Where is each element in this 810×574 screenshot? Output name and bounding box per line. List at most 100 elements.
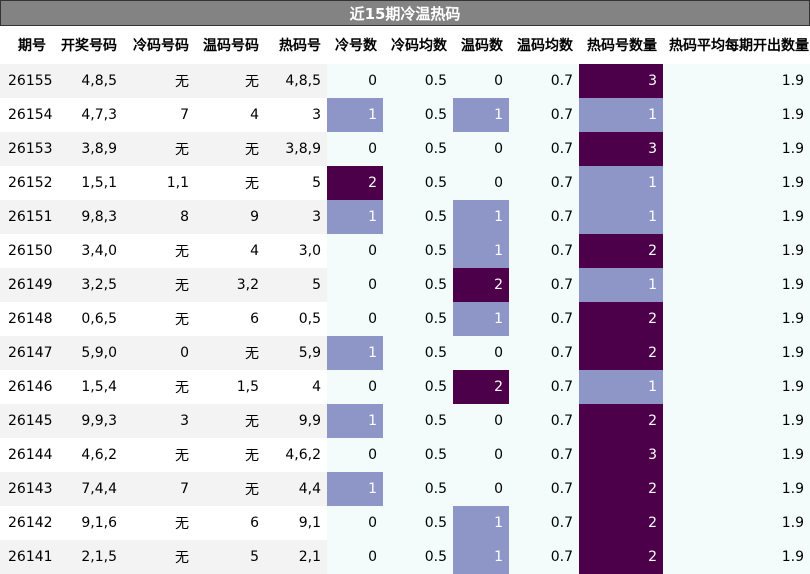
cell-cold-avg: 0.5	[383, 472, 453, 506]
cell-issue: 26155	[0, 64, 55, 98]
cell-cold-avg: 0.5	[383, 506, 453, 540]
cell-warm-count: 1	[453, 200, 509, 234]
cell-draw: 3,4,0	[55, 234, 123, 268]
table-row: 26153 3,8,9 无无 3,8,9 0 0.5 0 0.7 3 1.9	[0, 132, 810, 166]
cell-hot-avg: 1.9	[663, 302, 810, 336]
col-header-hot-avg: 热码平均每期开出数量	[663, 26, 810, 64]
cell-hot-count: 2	[579, 540, 663, 574]
cell-warm-avg: 0.7	[509, 166, 579, 200]
cell-warm-count: 1	[453, 234, 509, 268]
cell-warm: 5	[195, 540, 265, 574]
cell-hot-avg: 1.9	[663, 506, 810, 540]
cell-hot-count: 1	[579, 98, 663, 132]
cell-hot: 2,1	[265, 540, 327, 574]
cell-hot: 0,5	[265, 302, 327, 336]
cell-hot: 3,8,9	[265, 132, 327, 166]
cell-hot-count: 2	[579, 336, 663, 370]
cell-cold-count: 0	[327, 64, 383, 98]
cell-cold-avg: 0.5	[383, 268, 453, 302]
cell-warm: 3,2	[195, 268, 265, 302]
cell-hot: 5	[265, 268, 327, 302]
cell-warm: 无	[195, 64, 265, 98]
table-row: 26155 4,8,5 无无 4,8,5 0 0.5 0 0.7 3 1.9	[0, 64, 810, 98]
cell-warm-count: 0	[453, 336, 509, 370]
cell-warm-count: 1	[453, 506, 509, 540]
col-header-warm-count: 温码数	[453, 26, 509, 64]
cell-warm-count: 0	[453, 472, 509, 506]
cell-issue: 26145	[0, 404, 55, 438]
cell-warm-avg: 0.7	[509, 472, 579, 506]
cell-hot-avg: 1.9	[663, 200, 810, 234]
col-header-warm: 温码号码	[195, 26, 265, 64]
cell-issue: 26144	[0, 438, 55, 472]
cell-cold-avg: 0.5	[383, 302, 453, 336]
table-body: 26155 4,8,5 无无 4,8,5 0 0.5 0 0.7 3 1.9 26154 4,7,3 7…	[0, 64, 810, 574]
table-row: 26144 4,6,2 无无 4,6,2 0 0.5 0 0.7 3 1.9	[0, 438, 810, 472]
cell-cold-count: 2	[327, 166, 383, 200]
cell-cold-avg: 0.5	[383, 336, 453, 370]
cell-draw: 3,8,9	[55, 132, 123, 166]
cell-warm-avg: 0.7	[509, 64, 579, 98]
cell-warm: 无	[195, 132, 265, 166]
cell-hot-count: 2	[579, 302, 663, 336]
col-header-cold-avg: 冷码均数	[383, 26, 453, 64]
table-row: 26149 3,2,5 无 3,2 5 0 0.5 2 0.7 1 1.9	[0, 268, 810, 302]
cell-draw: 1,5,1	[55, 166, 123, 200]
cell-cold-count: 0	[327, 132, 383, 166]
cell-hot: 4,6,2	[265, 438, 327, 472]
cell-cold: 0	[123, 336, 195, 370]
cell-cold: 1,1	[123, 166, 195, 200]
table-row: 26145 9,9,3 3 无 9,9 1 0.5 0 0.7 2 1.9	[0, 404, 810, 438]
cell-cold: 8	[123, 200, 195, 234]
table-row: 26142 9,1,6 无 6 9,1 0 0.5 1 0.7 2 1.9	[0, 506, 810, 540]
cell-warm-avg: 0.7	[509, 98, 579, 132]
cell-warm-count: 0	[453, 166, 509, 200]
col-header-hot-count: 热码号数量	[579, 26, 663, 64]
cell-hot-avg: 1.9	[663, 472, 810, 506]
cell-warm-avg: 0.7	[509, 268, 579, 302]
cold-warm-hot-table: 期号 开奖号码 冷码号码 温码号码 热码号 冷号数 冷码均数 温码数 温码均数 …	[0, 26, 810, 574]
cell-warm: 6	[195, 302, 265, 336]
cell-hot-avg: 1.9	[663, 98, 810, 132]
cell-cold-count: 1	[327, 472, 383, 506]
col-header-hot: 热码号	[265, 26, 327, 64]
cell-cold: 7	[123, 98, 195, 132]
cell-cold: 无	[123, 506, 195, 540]
col-header-issue: 期号	[0, 26, 55, 64]
table-row: 26148 0,6,5 无 6 0,5 0 0.5 1 0.7 2 1.9	[0, 302, 810, 336]
cell-hot-avg: 1.9	[663, 234, 810, 268]
cell-hot-avg: 1.9	[663, 64, 810, 98]
cell-warm: 1,5	[195, 370, 265, 404]
cell-cold-count: 1	[327, 200, 383, 234]
cell-draw: 3,2,5	[55, 268, 123, 302]
cell-warm: 无	[195, 472, 265, 506]
cell-draw: 1,5,4	[55, 370, 123, 404]
cell-issue: 26154	[0, 98, 55, 132]
cell-hot: 4,8,5	[265, 64, 327, 98]
cell-cold-avg: 0.5	[383, 98, 453, 132]
cell-warm: 4	[195, 98, 265, 132]
cell-warm-count: 1	[453, 540, 509, 574]
cell-draw: 0,6,5	[55, 302, 123, 336]
table-row: 26154 4,7,3 7 4 3 1 0.5 1 0.7 1 1.9	[0, 98, 810, 132]
cell-warm-avg: 0.7	[509, 540, 579, 574]
table-row: 26143 7,4,4 7 无 4,4 1 0.5 0 0.7 2 1.9	[0, 472, 810, 506]
cell-draw: 4,7,3	[55, 98, 123, 132]
cell-cold-avg: 0.5	[383, 234, 453, 268]
header-row: 期号 开奖号码 冷码号码 温码号码 热码号 冷号数 冷码均数 温码数 温码均数 …	[0, 26, 810, 64]
cell-issue: 26143	[0, 472, 55, 506]
cell-warm-count: 2	[453, 268, 509, 302]
cell-issue: 26152	[0, 166, 55, 200]
cell-hot-avg: 1.9	[663, 438, 810, 472]
cell-cold-avg: 0.5	[383, 166, 453, 200]
cell-cold-count: 0	[327, 234, 383, 268]
cell-cold-avg: 0.5	[383, 200, 453, 234]
col-header-cold: 冷码号码	[123, 26, 195, 64]
col-header-draw: 开奖号码	[55, 26, 123, 64]
cell-warm-count: 0	[453, 64, 509, 98]
cell-issue: 26151	[0, 200, 55, 234]
cell-hot-count: 3	[579, 132, 663, 166]
cell-cold: 无	[123, 302, 195, 336]
cell-warm-avg: 0.7	[509, 302, 579, 336]
